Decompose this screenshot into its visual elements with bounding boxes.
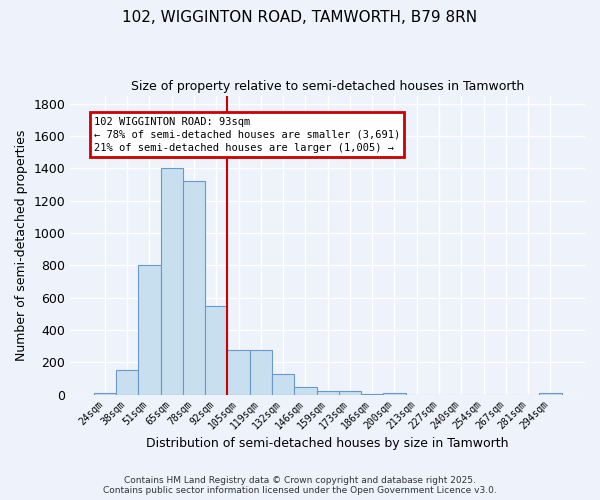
Bar: [183, 181, 205, 394]
Y-axis label: Number of semi-detached properties: Number of semi-detached properties: [15, 130, 28, 361]
Title: Size of property relative to semi-detached houses in Tamworth: Size of property relative to semi-detach…: [131, 80, 524, 93]
Text: 102, WIGGINTON ROAD, TAMWORTH, B79 8RN: 102, WIGGINTON ROAD, TAMWORTH, B79 8RN: [122, 10, 478, 25]
X-axis label: Distribution of semi-detached houses by size in Tamworth: Distribution of semi-detached houses by …: [146, 437, 509, 450]
Bar: [250, 350, 272, 395]
Bar: [317, 390, 339, 394]
Text: Contains HM Land Registry data © Crown copyright and database right 2025.
Contai: Contains HM Land Registry data © Crown c…: [103, 476, 497, 495]
Text: 102 WIGGINTON ROAD: 93sqm
← 78% of semi-detached houses are smaller (3,691)
21% : 102 WIGGINTON ROAD: 93sqm ← 78% of semi-…: [94, 116, 400, 153]
Bar: [339, 392, 361, 394]
Bar: [161, 168, 183, 394]
Bar: [205, 306, 227, 394]
Bar: [94, 393, 116, 394]
Bar: [116, 370, 138, 394]
Bar: [272, 374, 294, 394]
Bar: [294, 386, 317, 394]
Bar: [138, 266, 161, 394]
Bar: [227, 350, 250, 395]
